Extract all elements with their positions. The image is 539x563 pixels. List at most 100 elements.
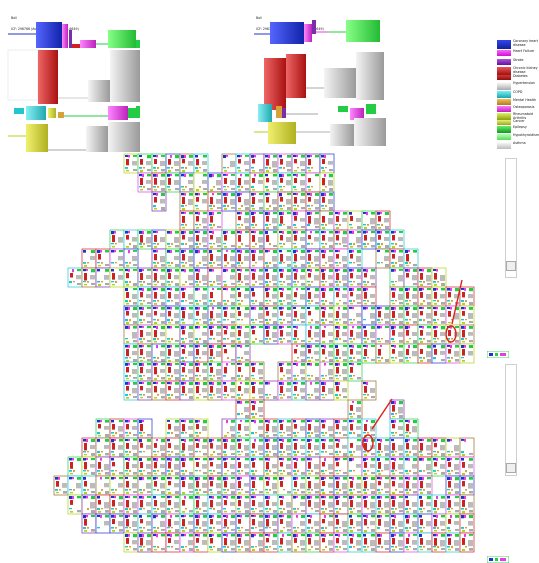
glyph-tile[interactable] [305, 475, 321, 496]
glyph-tile[interactable] [235, 229, 251, 250]
glyph-tile[interactable] [277, 305, 293, 326]
glyph-tile[interactable] [151, 343, 167, 364]
glyph-tile[interactable] [165, 229, 181, 250]
glyph-tile[interactable] [235, 456, 251, 477]
glyph-tile[interactable] [319, 437, 335, 458]
glyph-tile[interactable] [221, 513, 237, 534]
glyph-tile[interactable] [263, 532, 279, 553]
glyph-tile[interactable] [277, 532, 293, 553]
glyph-tile[interactable] [123, 532, 139, 553]
glyph-tile[interactable] [137, 361, 153, 382]
glyph-tile[interactable] [305, 513, 321, 534]
glyph-tile[interactable] [165, 418, 181, 439]
glyph-tile[interactable] [207, 437, 223, 458]
glyph-tile[interactable] [151, 248, 167, 269]
glyph-tile[interactable] [193, 361, 209, 382]
glyph-tile[interactable] [123, 305, 139, 326]
glyph-tile[interactable] [109, 456, 125, 477]
glyph-tile[interactable] [305, 532, 321, 553]
glyph-tile[interactable] [389, 532, 405, 553]
scrollbar-top-thumb[interactable] [506, 261, 516, 271]
glyph-tile[interactable] [137, 513, 153, 534]
glyph-tile[interactable] [417, 475, 433, 496]
glyph-tile[interactable] [333, 286, 349, 307]
glyph-tile[interactable] [151, 191, 167, 212]
glyph-tile[interactable] [151, 513, 167, 534]
glyph-tile[interactable] [459, 475, 475, 496]
glyph-tile[interactable] [165, 153, 181, 174]
glyph-tile[interactable] [263, 267, 279, 288]
glyph-tile[interactable] [305, 172, 321, 193]
glyph-tile[interactable] [179, 343, 195, 364]
glyph-tile[interactable] [165, 286, 181, 307]
glyph-tile[interactable] [235, 475, 251, 496]
glyph-tile[interactable] [375, 532, 391, 553]
glyph-tile[interactable] [123, 380, 139, 401]
glyph-tile[interactable] [417, 305, 433, 326]
glyph-tile[interactable] [361, 229, 377, 250]
glyph-tile[interactable] [333, 324, 349, 345]
glyph-tile[interactable] [291, 324, 307, 345]
glyph-tile[interactable] [263, 248, 279, 269]
glyph-tile[interactable] [235, 153, 251, 174]
glyph-tile[interactable] [347, 229, 363, 250]
glyph-tile[interactable] [263, 172, 279, 193]
glyph-tile[interactable] [291, 361, 307, 382]
glyph-tile[interactable] [459, 437, 475, 458]
glyph-tile[interactable] [95, 494, 111, 515]
glyph-tile[interactable] [151, 475, 167, 496]
glyph-tile[interactable] [361, 305, 377, 326]
glyph-tile[interactable] [319, 248, 335, 269]
glyph-tile[interactable] [249, 324, 265, 345]
glyph-tile[interactable] [459, 343, 475, 364]
glyph-tile[interactable] [347, 532, 363, 553]
glyph-tile[interactable] [165, 475, 181, 496]
glyph-tile[interactable] [221, 494, 237, 515]
glyph-tile[interactable] [291, 248, 307, 269]
glyph-tile[interactable] [389, 399, 405, 420]
glyph-tile[interactable] [123, 267, 139, 288]
glyph-tile[interactable] [459, 494, 475, 515]
glyph-tile[interactable] [431, 324, 447, 345]
glyph-tile[interactable] [109, 494, 125, 515]
glyph-tile[interactable] [179, 513, 195, 534]
glyph-tile[interactable] [207, 494, 223, 515]
glyph-tile[interactable] [375, 494, 391, 515]
glyph-tile[interactable] [403, 513, 419, 534]
glyph-tile[interactable] [333, 248, 349, 269]
glyph-tile[interactable] [277, 361, 293, 382]
glyph-tile[interactable] [221, 267, 237, 288]
glyph-tile[interactable] [165, 532, 181, 553]
glyph-tile[interactable] [193, 494, 209, 515]
glyph-tile[interactable] [249, 191, 265, 212]
glyph-tile[interactable] [207, 456, 223, 477]
glyph-tile[interactable] [221, 437, 237, 458]
glyph-tile[interactable] [165, 248, 181, 269]
glyph-tile[interactable] [95, 513, 111, 534]
glyph-tile[interactable] [403, 324, 419, 345]
glyph-tile[interactable] [165, 267, 181, 288]
glyph-tile[interactable] [389, 229, 405, 250]
glyph-tile[interactable] [165, 343, 181, 364]
glyph-tile[interactable] [417, 267, 433, 288]
glyph-tile[interactable] [221, 153, 237, 174]
glyph-tile[interactable] [291, 456, 307, 477]
glyph-tile[interactable] [193, 153, 209, 174]
glyph-tile[interactable] [305, 437, 321, 458]
glyph-tile[interactable] [333, 343, 349, 364]
glyph-tile[interactable] [291, 494, 307, 515]
glyph-tile[interactable] [375, 248, 391, 269]
glyph-tile[interactable] [179, 172, 195, 193]
glyph-tile[interactable] [151, 361, 167, 382]
glyph-tile[interactable] [249, 399, 265, 420]
glyph-tile[interactable] [235, 267, 251, 288]
glyph-tile[interactable] [221, 191, 237, 212]
glyph-tile[interactable] [81, 513, 97, 534]
glyph-tile[interactable] [333, 418, 349, 439]
glyph-tile[interactable] [95, 248, 111, 269]
glyph-tile[interactable] [81, 494, 97, 515]
glyph-tile[interactable] [445, 456, 461, 477]
glyph-tile[interactable] [137, 532, 153, 553]
glyph-tile[interactable] [333, 210, 349, 231]
glyph-tile[interactable] [403, 437, 419, 458]
